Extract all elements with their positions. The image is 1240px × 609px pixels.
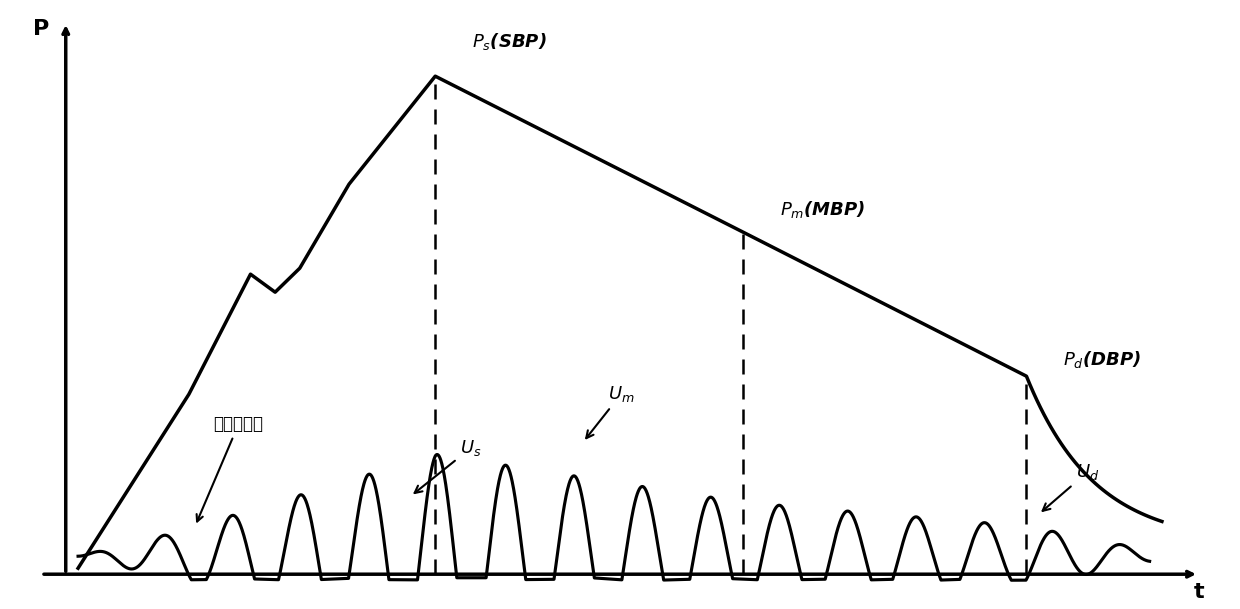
- Text: $\boldsymbol{P_m}$(MBP): $\boldsymbol{P_m}$(MBP): [780, 199, 866, 220]
- Text: t: t: [1194, 582, 1204, 602]
- Text: 振荡波曲线: 振荡波曲线: [197, 415, 264, 521]
- Text: $\boldsymbol{P_d}$(DBP): $\boldsymbol{P_d}$(DBP): [1064, 349, 1141, 370]
- Text: P: P: [33, 19, 50, 39]
- Text: $U_d$: $U_d$: [1043, 462, 1099, 511]
- Text: $\boldsymbol{P_s}$(SBP): $\boldsymbol{P_s}$(SBP): [472, 31, 547, 52]
- Text: $U_s$: $U_s$: [414, 438, 481, 493]
- Text: $U_m$: $U_m$: [587, 384, 635, 438]
